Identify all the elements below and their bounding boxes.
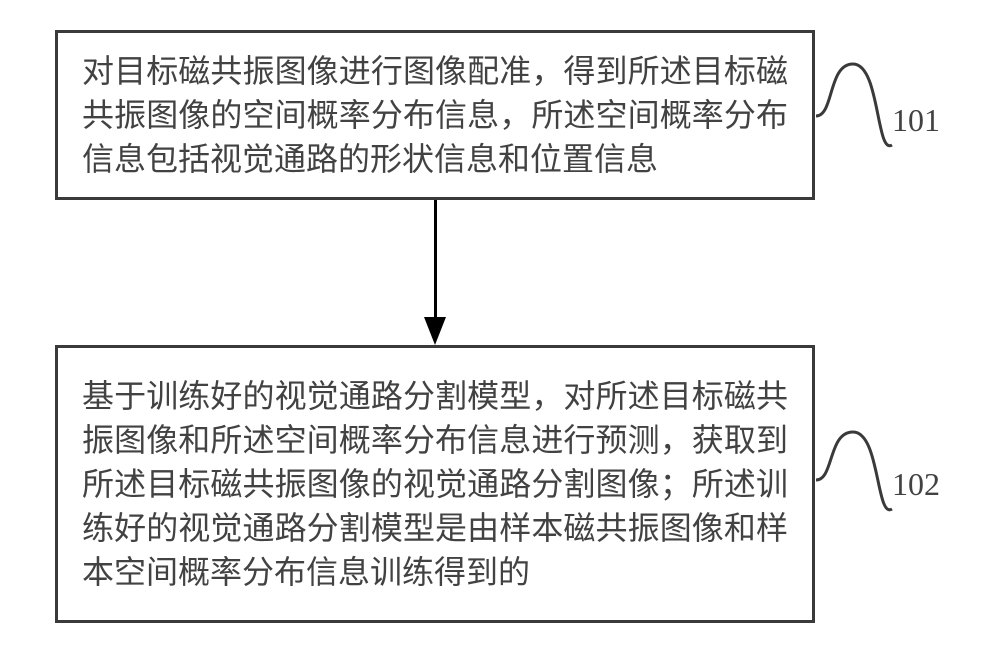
flow-node-101-text: 对目标磁共振图像进行图像配准，得到所述目标磁共振图像的空间概率分布信息，所述空间… xyxy=(82,49,788,181)
label-102: 102 xyxy=(892,466,940,503)
flow-node-102: 基于训练好的视觉通路分割模型，对所述目标磁共振图像和所述空间概率分布信息进行预测… xyxy=(55,345,815,623)
flow-node-102-text: 基于训练好的视觉通路分割模型，对所述目标磁共振图像和所述空间概率分布信息进行预测… xyxy=(82,374,788,595)
connector-102-path xyxy=(816,432,892,510)
connector-101-path xyxy=(816,64,892,146)
label-102-text: 102 xyxy=(892,466,940,502)
label-101: 101 xyxy=(892,102,940,139)
label-101-text: 101 xyxy=(892,102,940,138)
flow-node-101: 对目标磁共振图像进行图像配准，得到所述目标磁共振图像的空间概率分布信息，所述空间… xyxy=(55,30,815,200)
edge-101-102-arrowhead xyxy=(424,317,446,345)
edge-101-102-line xyxy=(434,200,437,318)
flowchart-canvas: 对目标磁共振图像进行图像配准，得到所述目标磁共振图像的空间概率分布信息，所述空间… xyxy=(0,0,1000,647)
